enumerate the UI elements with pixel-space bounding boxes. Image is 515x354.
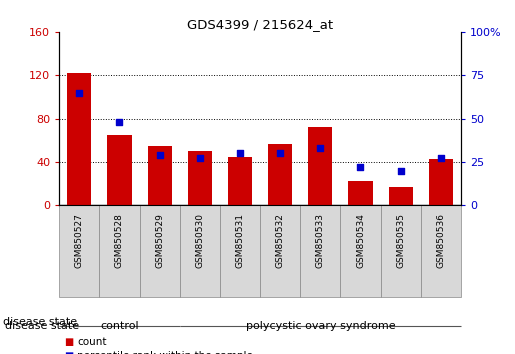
Point (437, 156, 445, 161)
Text: GSM850535: GSM850535 (396, 213, 405, 268)
Bar (421, 205, 461, 297)
Bar (99, 205, 140, 297)
Text: disease state: disease state (5, 321, 79, 331)
Bar (180, 205, 220, 297)
Text: GSM850531: GSM850531 (235, 213, 245, 268)
Bar (260, 205, 300, 297)
Text: disease state: disease state (3, 317, 77, 327)
Text: count: count (77, 337, 107, 347)
Text: GSM850534: GSM850534 (356, 213, 365, 268)
Point (276, 150, 284, 156)
Text: ■: ■ (64, 337, 74, 347)
Bar (349, 182, 372, 205)
Bar (340, 205, 381, 297)
Bar (220, 205, 260, 297)
Bar (108, 135, 131, 205)
Text: GSM850530: GSM850530 (195, 213, 204, 268)
Point (316, 145, 324, 151)
Point (115, 119, 124, 125)
Text: GSM850532: GSM850532 (276, 213, 285, 268)
Text: ■: ■ (64, 351, 74, 354)
Point (196, 156, 204, 161)
Point (236, 150, 244, 156)
Text: percentile rank within the sample: percentile rank within the sample (77, 351, 253, 354)
Bar (300, 205, 340, 297)
Text: GSM850533: GSM850533 (316, 213, 325, 268)
Text: polycystic ovary syndrome: polycystic ovary syndrome (246, 321, 395, 331)
Bar (67, 73, 91, 205)
Point (397, 168, 405, 173)
Text: GSM850529: GSM850529 (155, 213, 164, 268)
Point (156, 152, 164, 158)
Bar (188, 151, 212, 205)
Bar (59, 205, 99, 297)
Title: GDS4399 / 215624_at: GDS4399 / 215624_at (187, 18, 333, 31)
Point (356, 164, 365, 170)
Bar (148, 146, 171, 205)
Text: GSM850536: GSM850536 (436, 213, 445, 268)
Text: control: control (100, 321, 139, 331)
Point (75, 90, 83, 96)
Bar (228, 156, 252, 205)
Bar (429, 159, 453, 205)
Bar (268, 143, 292, 205)
Bar (308, 127, 332, 205)
Text: GSM850527: GSM850527 (75, 213, 84, 268)
Bar (381, 205, 421, 297)
Text: GSM850528: GSM850528 (115, 213, 124, 268)
Bar (140, 205, 180, 297)
Bar (389, 187, 413, 205)
